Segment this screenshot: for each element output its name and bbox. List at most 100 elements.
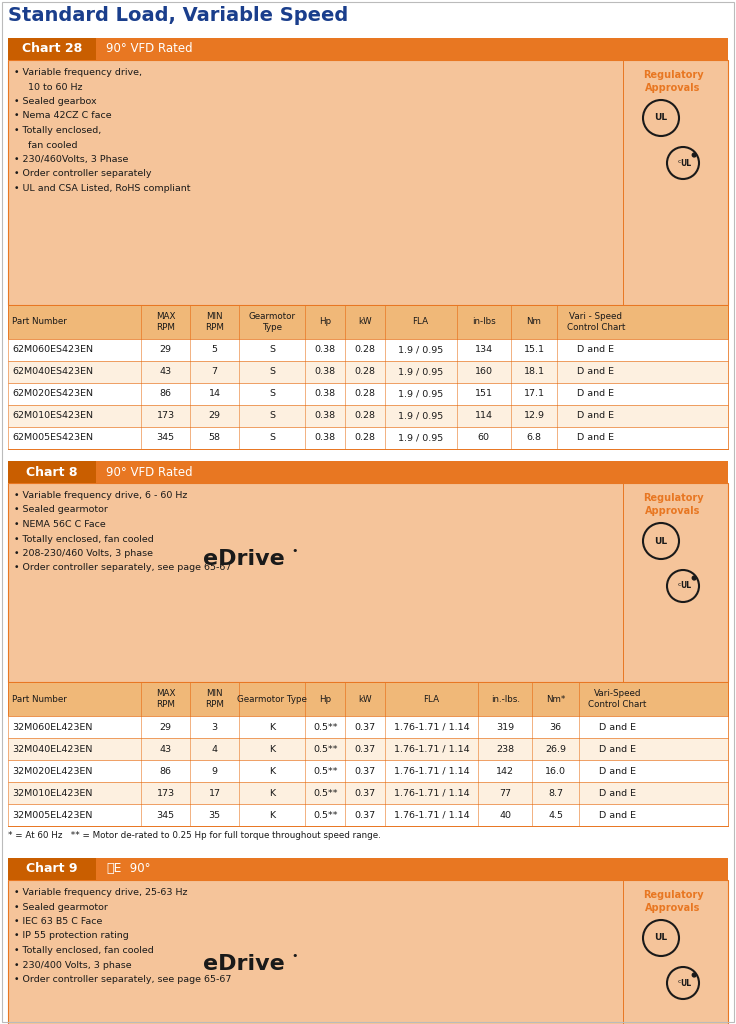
- Text: in-lbs: in-lbs: [472, 317, 495, 327]
- Text: Part Number: Part Number: [12, 694, 67, 703]
- Text: •: •: [291, 546, 297, 556]
- Bar: [8, 60, 728, 305]
- Text: 0.5**: 0.5**: [313, 767, 337, 775]
- Text: 43: 43: [160, 744, 171, 754]
- Text: S: S: [269, 345, 275, 354]
- Text: D and E: D and E: [599, 723, 636, 731]
- Text: eDrive: eDrive: [203, 953, 285, 974]
- Text: Regulatory: Regulatory: [643, 70, 704, 80]
- Text: 1.76-1.71 / 1.14: 1.76-1.71 / 1.14: [394, 723, 469, 731]
- Text: 0.38: 0.38: [314, 368, 336, 377]
- Text: 0.28: 0.28: [354, 368, 375, 377]
- Text: 86: 86: [160, 389, 171, 398]
- Text: 36: 36: [550, 723, 562, 731]
- Text: K: K: [269, 767, 275, 775]
- Text: 142: 142: [496, 767, 514, 775]
- Text: 0.5**: 0.5**: [313, 788, 337, 798]
- Text: 4: 4: [212, 744, 218, 754]
- Text: 62M040ES423EN: 62M040ES423EN: [12, 368, 93, 377]
- Text: D and E: D and E: [577, 345, 615, 354]
- Text: Regulatory: Regulatory: [643, 493, 704, 503]
- Text: 62M020ES423EN: 62M020ES423EN: [12, 389, 93, 398]
- Text: 0.28: 0.28: [354, 345, 375, 354]
- Text: S: S: [269, 368, 275, 377]
- Text: in.-lbs.: in.-lbs.: [491, 694, 520, 703]
- Text: 29: 29: [208, 412, 221, 421]
- Text: 0.28: 0.28: [354, 433, 375, 442]
- Text: 90°: 90°: [126, 862, 150, 876]
- Bar: [8, 461, 728, 483]
- Text: * = At 60 Hz   ** = Motor de-rated to 0.25 Hp for full torque throughout speed r: * = At 60 Hz ** = Motor de-rated to 0.25…: [8, 831, 381, 840]
- Bar: [8, 880, 728, 1024]
- Text: 134: 134: [475, 345, 492, 354]
- Text: 10 to 60 Hz: 10 to 60 Hz: [28, 83, 82, 91]
- Bar: [8, 682, 728, 716]
- Text: 151: 151: [475, 389, 492, 398]
- Text: 32M020EL423EN: 32M020EL423EN: [12, 767, 93, 775]
- Text: 1.76-1.71 / 1.14: 1.76-1.71 / 1.14: [394, 788, 469, 798]
- Text: • 230/460Volts, 3 Phase: • 230/460Volts, 3 Phase: [14, 155, 128, 164]
- Text: Standard Load, Variable Speed: Standard Load, Variable Speed: [8, 6, 348, 25]
- Bar: [8, 383, 728, 406]
- Text: • UL and CSA Listed, RoHS compliant: • UL and CSA Listed, RoHS compliant: [14, 184, 191, 193]
- Text: • 208-230/460 Volts, 3 phase: • 208-230/460 Volts, 3 phase: [14, 549, 153, 558]
- Text: 1.76-1.71 / 1.14: 1.76-1.71 / 1.14: [394, 767, 469, 775]
- Text: 345: 345: [157, 433, 174, 442]
- Bar: [8, 738, 728, 760]
- Circle shape: [693, 577, 696, 580]
- Text: 0.5**: 0.5**: [313, 723, 337, 731]
- Text: FLA: FLA: [412, 317, 428, 327]
- Text: • Nema 42CZ C face: • Nema 42CZ C face: [14, 112, 112, 121]
- Text: 58: 58: [208, 433, 221, 442]
- Bar: [8, 339, 728, 361]
- Text: Chart 8: Chart 8: [26, 466, 78, 478]
- Text: 17.1: 17.1: [523, 389, 545, 398]
- Text: 0.37: 0.37: [354, 744, 375, 754]
- Text: D and E: D and E: [577, 389, 615, 398]
- Text: 0.37: 0.37: [354, 767, 375, 775]
- Text: • Totally enclosed, fan cooled: • Totally enclosed, fan cooled: [14, 946, 154, 955]
- Text: 43: 43: [160, 368, 171, 377]
- Text: 160: 160: [475, 368, 492, 377]
- Text: 173: 173: [157, 412, 174, 421]
- Text: • Variable frequency drive, 6 - 60 Hz: • Variable frequency drive, 6 - 60 Hz: [14, 490, 188, 500]
- Text: c: c: [677, 159, 681, 164]
- Text: 77: 77: [499, 788, 512, 798]
- Circle shape: [693, 973, 696, 977]
- Text: • Variable frequency drive, 25-63 Hz: • Variable frequency drive, 25-63 Hz: [14, 888, 188, 897]
- Text: D and E: D and E: [599, 788, 636, 798]
- Text: 17: 17: [208, 788, 221, 798]
- Text: 32M005EL423EN: 32M005EL423EN: [12, 811, 93, 819]
- Text: 14: 14: [208, 389, 221, 398]
- Text: • Variable frequency drive,: • Variable frequency drive,: [14, 68, 142, 77]
- Text: 6.8: 6.8: [526, 433, 542, 442]
- Text: • NEMA 56C C Face: • NEMA 56C C Face: [14, 520, 106, 529]
- Text: 60: 60: [478, 433, 489, 442]
- Text: D and E: D and E: [577, 433, 615, 442]
- Text: fan cooled: fan cooled: [28, 140, 77, 150]
- Text: Nm: Nm: [526, 317, 542, 327]
- Text: 114: 114: [475, 412, 492, 421]
- Text: K: K: [269, 811, 275, 819]
- Text: K: K: [269, 723, 275, 731]
- Text: Approvals: Approvals: [645, 83, 701, 93]
- Text: 7: 7: [212, 368, 218, 377]
- Text: c: c: [677, 582, 681, 587]
- Text: 90° VFD Rated: 90° VFD Rated: [106, 43, 193, 55]
- Text: 1.9 / 0.95: 1.9 / 0.95: [398, 368, 443, 377]
- Text: 18.1: 18.1: [523, 368, 545, 377]
- Text: 29: 29: [160, 345, 171, 354]
- Text: 3: 3: [211, 723, 218, 731]
- Text: 35: 35: [208, 811, 221, 819]
- Text: FLA: FLA: [423, 694, 439, 703]
- Text: 0.37: 0.37: [354, 811, 375, 819]
- Text: Vari-Speed
Control Chart: Vari-Speed Control Chart: [588, 689, 647, 709]
- Text: Regulatory: Regulatory: [643, 890, 704, 900]
- Bar: [8, 716, 728, 738]
- Text: UL: UL: [680, 159, 691, 168]
- Text: Chart 9: Chart 9: [26, 862, 78, 876]
- Text: 0.38: 0.38: [314, 412, 336, 421]
- Text: 0.38: 0.38: [314, 345, 336, 354]
- Text: 238: 238: [496, 744, 514, 754]
- Bar: [8, 305, 728, 339]
